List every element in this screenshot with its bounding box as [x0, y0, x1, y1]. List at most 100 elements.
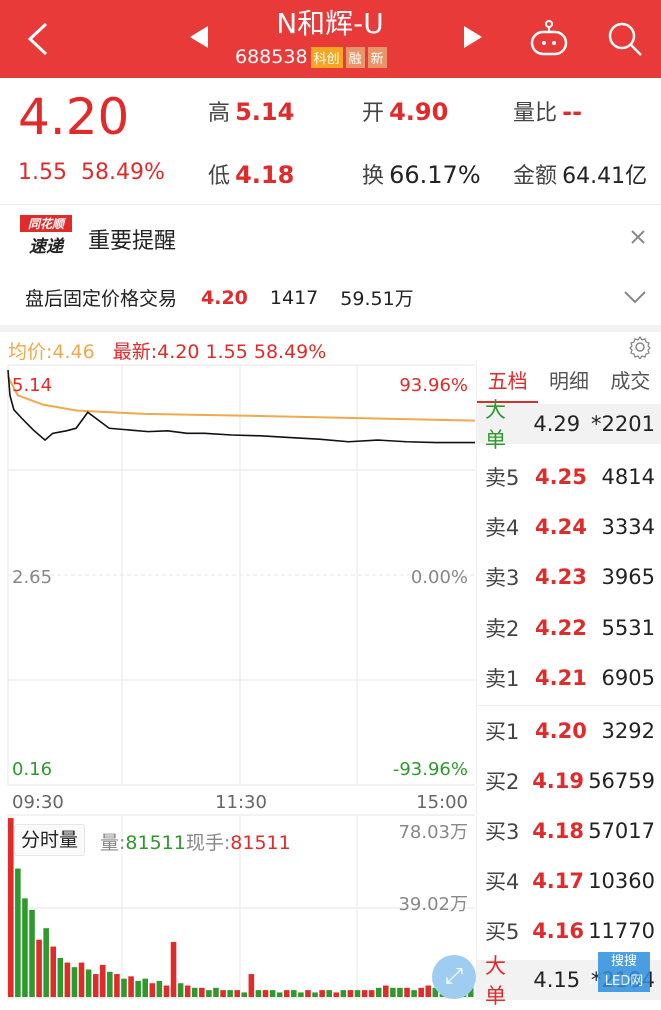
after-hours-row[interactable]: 盘后固定价格交易 4.20 1417 59.51万 — [0, 270, 661, 325]
volume-value: 81511 — [125, 832, 186, 854]
open-value: 4.90 — [389, 98, 449, 126]
orderbook-vol: 5531 — [601, 616, 655, 640]
orderbook-label: 卖5 — [485, 466, 520, 490]
price-change: 1.55 58.49% — [18, 160, 165, 185]
volume-bar — [276, 992, 283, 997]
robot-icon[interactable] — [528, 20, 570, 56]
watermark-logo: 搜搜 LED网 — [598, 952, 650, 992]
big-order-top: 大单 4.29 *2201 — [477, 398, 661, 452]
close-icon[interactable] — [630, 229, 646, 245]
tab-five-levels[interactable]: 五档 — [477, 365, 539, 403]
low-label: 低 — [208, 164, 231, 189]
current-hand-value: 81511 — [230, 832, 291, 854]
volume-bar — [291, 990, 297, 997]
turnover-label: 换 — [362, 164, 385, 189]
volume-bar — [248, 974, 255, 997]
orderbook-label: 卖2 — [485, 617, 520, 641]
orderbook-vol: 10360 — [588, 869, 655, 893]
orderbook-vol: 3965 — [601, 565, 655, 589]
volume-bar — [333, 992, 340, 997]
orderbook-label: 卖1 — [485, 667, 520, 691]
after-hours-label: 盘后固定价格交易 — [25, 288, 178, 310]
volume-bar — [262, 990, 269, 997]
pct-label-mid: 0.00% — [411, 567, 468, 588]
orderbook-row[interactable]: 买3 4.18 57017 — [477, 811, 661, 851]
volume-bar — [383, 985, 389, 997]
volume-ratio-label: 量比 — [513, 101, 558, 126]
orderbook-label: 买5 — [485, 920, 520, 944]
after-hours-volume: 1417 — [269, 286, 319, 309]
volume-bar — [432, 987, 439, 997]
orderbook-price: 4.25 — [535, 465, 587, 489]
volume-mid-label: 39.02万 — [398, 894, 468, 915]
expand-icon[interactable]: ⤢ — [432, 955, 476, 999]
chart-info: 均价:4.46 最新:4.20 1.55 58.49% — [8, 337, 326, 364]
tab-details[interactable]: 明细 — [548, 369, 589, 393]
amount-value: 64.41亿 — [562, 164, 648, 189]
next-stock-icon[interactable] — [462, 26, 482, 48]
back-icon[interactable] — [26, 22, 50, 56]
open-label: 开 — [362, 101, 385, 126]
orderbook-row[interactable]: 卖1 4.21 6905 — [477, 658, 661, 698]
volume-bar — [71, 967, 78, 997]
y-label-mid: 2.65 — [12, 567, 52, 588]
volume-bar — [319, 990, 325, 997]
change-percent: 58.49% — [80, 160, 165, 185]
orderbook-row[interactable]: 买1 4.20 3292 — [477, 711, 661, 751]
volume-bar — [347, 990, 354, 997]
volume-bar — [22, 898, 28, 997]
volume-bar — [29, 909, 35, 997]
volume-bar — [163, 985, 170, 997]
volume-type-button[interactable]: 分时量 — [14, 824, 86, 856]
orderbook-vol: 57017 — [588, 819, 655, 843]
volume-bar — [170, 941, 177, 997]
prev-stock-icon[interactable] — [190, 26, 210, 48]
orderbook-price: 4.23 — [535, 565, 587, 589]
volume-bar — [50, 946, 57, 997]
orderbook-row[interactable]: 买4 4.17 10360 — [477, 861, 661, 901]
after-hours-price: 4.20 — [201, 286, 248, 309]
orderbook-row[interactable]: 买5 4.16 11770 — [477, 911, 661, 951]
tab-trades[interactable]: 成交 — [610, 369, 651, 393]
volume-ratio-value: -- — [562, 98, 583, 126]
volume-bar — [8, 818, 14, 997]
orderbook-row[interactable]: 卖4 4.24 3334 — [477, 507, 661, 547]
news-banner[interactable]: 同花顺 速递 重要提醒 — [0, 205, 661, 270]
volume-bar — [220, 990, 226, 997]
orderbook-row[interactable]: 卖3 4.23 3965 — [477, 557, 661, 597]
intraday-chart[interactable]: 5.14 2.65 0.16 93.96% 0.00% -93.96% 09:3… — [0, 360, 477, 1000]
amount-label: 金额 — [513, 164, 558, 189]
chart-grid — [7, 364, 475, 1000]
volume-bar — [418, 987, 424, 997]
chevron-down-icon[interactable] — [624, 290, 646, 304]
orderbook-row[interactable]: 卖5 4.25 4814 — [477, 457, 661, 497]
volume-bar — [149, 983, 156, 997]
section-gap — [0, 325, 661, 332]
search-icon[interactable] — [606, 20, 644, 58]
orderbook-price: 4.17 — [532, 869, 585, 893]
orderbook-row[interactable]: 买2 4.19 56759 — [477, 761, 661, 801]
volume-bar — [36, 939, 42, 997]
volume-bar — [107, 971, 113, 997]
y-label-top: 5.14 — [12, 375, 52, 396]
panel-divider — [476, 360, 477, 1000]
orderbook-vol: 6905 — [601, 666, 655, 690]
tag-rong: 融 — [345, 46, 365, 68]
gear-icon[interactable] — [628, 335, 652, 359]
stock-code-row: 688538 科创 融 新 — [235, 46, 387, 68]
volume-bar — [92, 974, 99, 997]
tag-new: 新 — [367, 46, 387, 68]
volume-bar — [199, 987, 205, 997]
orderbook-vol: 11770 — [588, 919, 655, 943]
volume-bar — [326, 990, 332, 997]
volume-bar — [283, 990, 290, 997]
orderbook-tabs: 五档 明细 成交 — [477, 365, 661, 403]
volume-bar — [142, 978, 149, 997]
volume-bar — [390, 987, 396, 997]
orderbook-row[interactable]: 卖2 4.22 5531 — [477, 608, 661, 648]
volume-bar — [85, 969, 92, 997]
volume-bar — [57, 958, 64, 997]
price-line — [7, 369, 475, 444]
top-bar: N和辉-U 688538 科创 融 新 — [0, 0, 661, 78]
volume-bar — [78, 962, 85, 997]
